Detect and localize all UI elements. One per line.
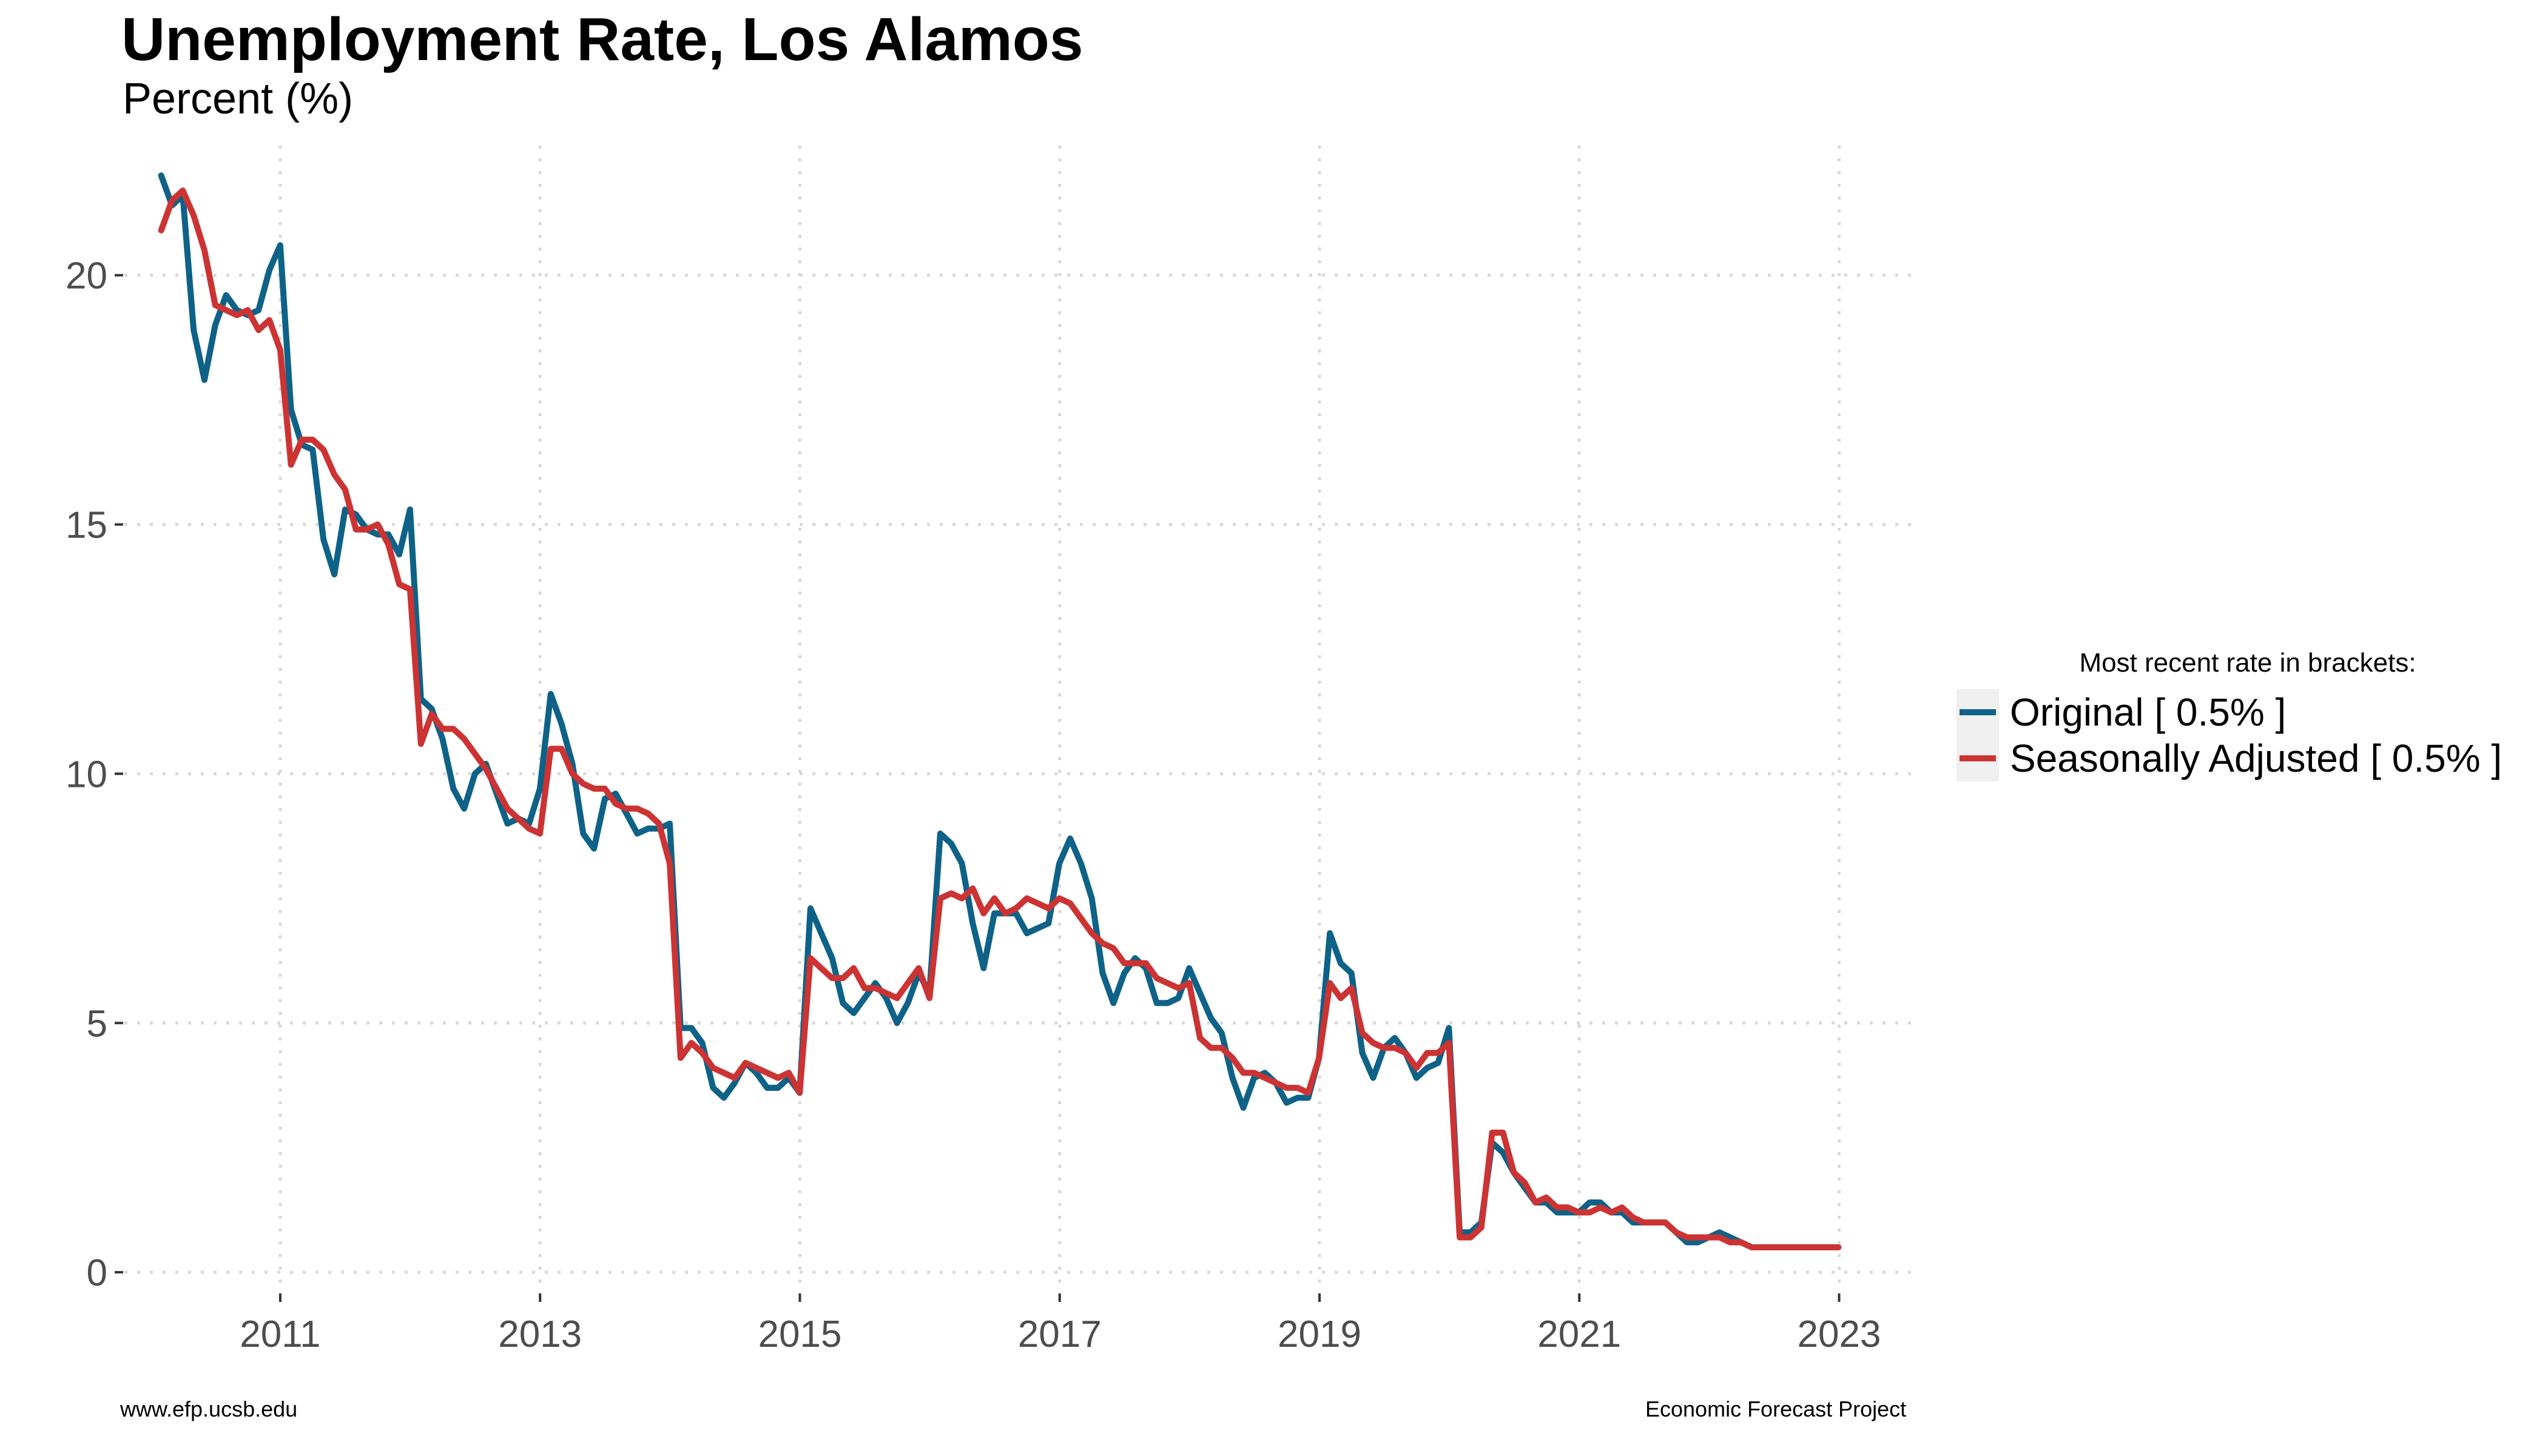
x-tick-label: 2023: [1798, 1313, 1881, 1355]
legend-label-original: Original [ 0.5% ]: [2010, 690, 2287, 734]
legend-swatch-original: [1960, 709, 1996, 715]
x-tick-label: 2021: [1537, 1313, 1621, 1355]
legend-item-original: Original [ 0.5% ]: [1956, 689, 2539, 735]
y-tick-label: 15: [66, 505, 107, 547]
x-tick-label: 2015: [758, 1313, 842, 1355]
legend: Most recent rate in brackets: Original […: [1956, 648, 2539, 781]
legend-title: Most recent rate in brackets:: [2079, 648, 2416, 678]
chart-subtitle: Percent (%): [123, 75, 354, 123]
footer-credit: Economic Forecast Project: [1645, 1397, 1907, 1421]
x-tick-label: 2013: [498, 1313, 582, 1355]
y-tick-label: 20: [66, 255, 107, 297]
footer-source-url: www.efp.ucsb.edu: [120, 1397, 298, 1421]
legend-label-seasonally-adjusted: Seasonally Adjusted [ 0.5% ]: [2010, 736, 2502, 780]
x-tick-label: 2017: [1018, 1313, 1102, 1355]
y-tick-label: 10: [66, 753, 107, 795]
x-tick-label: 2019: [1278, 1313, 1361, 1355]
legend-key: [1956, 735, 1999, 781]
y-tick-label: 5: [87, 1003, 107, 1045]
y-tick-label: 0: [87, 1252, 107, 1294]
x-tick-label: 2011: [240, 1313, 320, 1355]
chart-title: Unemployment Rate, Los Alamos: [121, 5, 1084, 73]
series-line-original: [158, 172, 1842, 1250]
legend-key: [1956, 689, 1999, 735]
legend-swatch-seasonally-adjusted: [1960, 755, 1996, 761]
legend-item-seasonally-adjusted: Seasonally Adjusted [ 0.5% ]: [1956, 735, 2539, 781]
series-line-seasonally-adjusted: [158, 187, 1842, 1250]
